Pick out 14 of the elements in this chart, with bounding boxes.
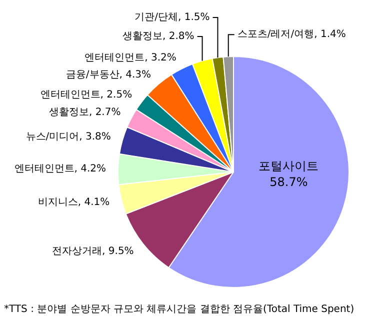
slice-label: 기관/단체, 1.5%	[134, 12, 210, 24]
slice-label: 엔터테인먼트, 4.2%	[14, 164, 106, 175]
slice-label: 전자상거래, 9.5%	[52, 246, 134, 258]
slice-label: 엔터테인먼트, 3.2%	[84, 52, 176, 64]
slice-label: 엔터테인먼트, 2.5%	[40, 89, 132, 100]
data-label: 58.7%	[270, 175, 308, 190]
slice-label: 생활정보, 2.7%	[48, 107, 121, 118]
slice-label: 스포츠/레저/여행, 1.4%	[237, 29, 346, 40]
slice-label: 포털사이트	[258, 159, 319, 174]
slice-label: 금융/부동산, 4.3%	[66, 69, 152, 80]
text: *TTS : 분야별 순방문자 규모와 체류시간을 결합한 점유율(Total Time Spent)	[4, 304, 354, 315]
slice-label: 비지니스, 4.1%	[38, 196, 110, 208]
slice-label: 생활정보, 2.8%	[122, 31, 194, 42]
slice-label: 뉴스/미디어, 3.8%	[26, 132, 111, 143]
